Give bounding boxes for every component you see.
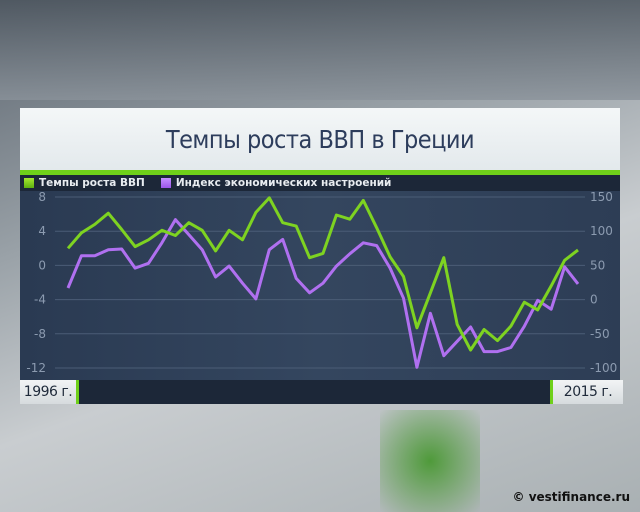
legend-swatch-green xyxy=(24,178,34,188)
legend-label: Темпы роста ВВП xyxy=(39,177,145,189)
background-decor xyxy=(0,0,640,100)
y-left-tick-label: 4 xyxy=(38,224,46,238)
y-right-tick-label: -50 xyxy=(590,327,610,341)
series-line-gdp xyxy=(66,196,579,352)
start-year-label: 1996 г. xyxy=(20,380,79,404)
y-left-tick-label: 8 xyxy=(38,190,46,204)
copyright-credit: © vestifinance.ru xyxy=(512,490,630,504)
background-decor xyxy=(380,410,480,512)
y-right-tick-label: 50 xyxy=(590,258,605,272)
legend-label: Индекс экономических настроений xyxy=(175,177,392,189)
legend: Темпы роста ВВП Индекс экономических нас… xyxy=(20,175,620,191)
y-right-tick-label: 150 xyxy=(590,190,613,204)
y-right-tick-label: 0 xyxy=(590,293,598,307)
legend-swatch-purple xyxy=(160,178,171,188)
y-left-tick-label: -12 xyxy=(26,361,46,375)
divider xyxy=(20,170,620,175)
legend-item-gdp: Темпы роста ВВП xyxy=(24,177,145,189)
y-right-tick-label: -100 xyxy=(590,361,617,375)
y-left-tick-label: -8 xyxy=(34,327,46,341)
title-panel: Темпы роста ВВП в Греции xyxy=(20,108,620,170)
year-bar xyxy=(20,380,620,404)
y-left-tick-label: -4 xyxy=(34,293,46,307)
y-right-tick-label: 100 xyxy=(590,224,613,238)
end-year-label: 2015 г. xyxy=(550,380,623,404)
legend-item-sentiment: Индекс экономических настроений xyxy=(160,177,392,189)
series-line-sentiment xyxy=(66,218,580,369)
y-left-tick-label: 0 xyxy=(38,258,46,272)
chart-title: Темпы роста ВВП в Греции xyxy=(165,124,475,154)
